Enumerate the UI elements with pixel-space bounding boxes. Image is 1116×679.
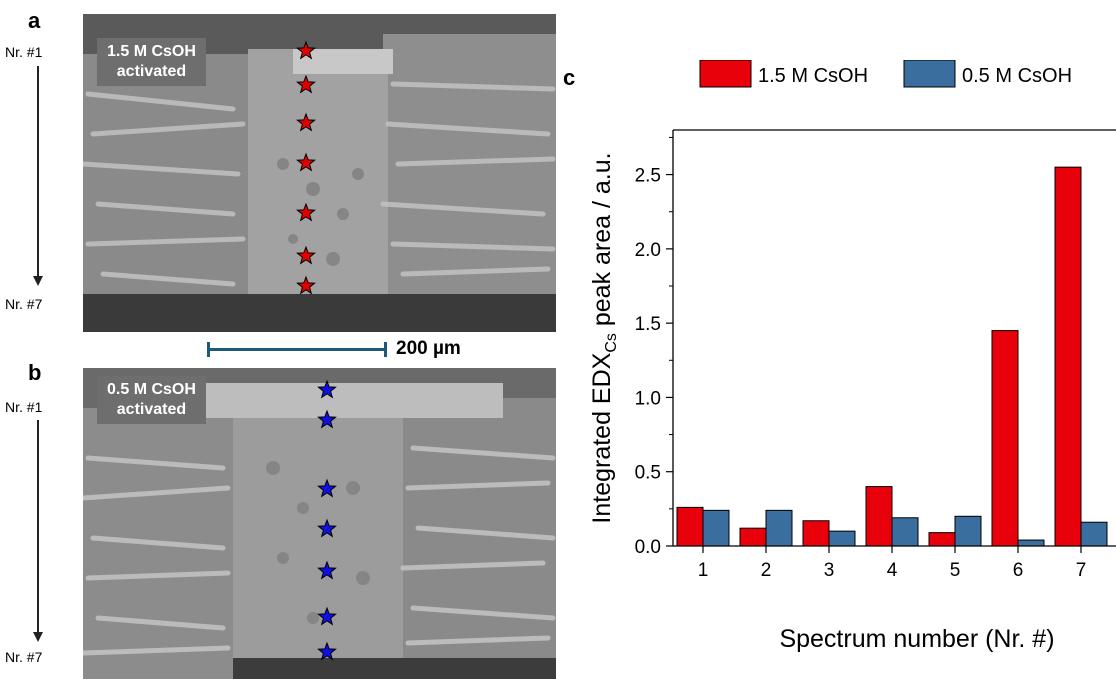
star-marker-a-2 xyxy=(296,74,316,94)
panel-b-nr-top: Nr. #1 xyxy=(5,399,43,415)
sem-image-b: 0.5 M CsOH activated xyxy=(83,368,556,679)
bar-s2-2 xyxy=(765,509,793,547)
scale-bar-label: 200 µm xyxy=(396,338,461,359)
y-tick-label-2.0: 2.0 xyxy=(635,240,661,261)
x-tick-label-7: 7 xyxy=(1076,560,1087,581)
star-marker-b-1 xyxy=(317,379,337,399)
sem-label-b: 0.5 M CsOH activated xyxy=(97,376,206,424)
star-marker-a-3 xyxy=(296,112,316,132)
panel-b-letter: b xyxy=(28,360,42,385)
scale-bar xyxy=(207,342,387,357)
x-tick-label-2: 2 xyxy=(761,560,772,581)
legend-swatch-2 xyxy=(903,60,956,88)
star-marker-a-4 xyxy=(296,152,316,172)
star-marker-b-7 xyxy=(317,641,337,661)
panel-b-arrow xyxy=(37,420,39,632)
sem-label-a-line1: 1.5 M CsOH xyxy=(107,43,196,60)
x-tick-label-4: 4 xyxy=(887,560,898,581)
panel-a-arrow-head xyxy=(33,276,43,286)
bar-s2-7 xyxy=(1080,521,1108,547)
star-marker-b-4 xyxy=(317,518,337,538)
y-tick-label-2.5: 2.5 xyxy=(635,166,661,187)
panel-a-nr-bottom: Nr. #7 xyxy=(5,296,43,312)
sem-label-a-line2: activated xyxy=(116,63,187,80)
bar-s1-2 xyxy=(739,527,767,547)
legend-label-1: 1.5 M CsOH xyxy=(758,65,868,87)
x-tick-label-1: 1 xyxy=(698,560,709,581)
y-axis-label: Integrated EDXCs peak area / a.u. xyxy=(588,152,620,523)
star-marker-b-5 xyxy=(317,560,337,580)
x-tick-label-3: 3 xyxy=(824,560,835,581)
bar-s1-3 xyxy=(802,520,830,547)
bar-s1-4 xyxy=(865,486,893,547)
bar-s1-7 xyxy=(1054,166,1082,547)
star-markers-a xyxy=(296,40,316,295)
sem-label-a: 1.5 M CsOH activated xyxy=(97,38,206,86)
x-tick-label-6: 6 xyxy=(1013,560,1024,581)
scale-bar-cap-right xyxy=(384,342,387,357)
bar-s2-6 xyxy=(1017,539,1045,547)
legend-swatch-1 xyxy=(699,60,752,88)
bar-s2-1 xyxy=(702,509,730,547)
bar-s1-6 xyxy=(991,330,1019,547)
sem-label-b-line1: 0.5 M CsOH xyxy=(107,381,196,398)
bar-s2-3 xyxy=(828,530,856,547)
bar-s1-1 xyxy=(676,506,704,547)
panel-b-arrow-head xyxy=(33,632,43,642)
y-tick-label-1.0: 1.0 xyxy=(635,388,661,409)
panel-a-arrow xyxy=(37,66,39,276)
sem-texture-a xyxy=(83,14,556,332)
bar-chart: c 1.5 M CsOH 0.5 M CsOH 1 2 3 4 5 6 7 0.0 0.5 1.0 1.5… xyxy=(563,60,1116,653)
star-marker-a-1 xyxy=(296,40,316,60)
sem-label-b-line2: activated xyxy=(116,401,187,418)
panel-b-nr-bottom: Nr. #7 xyxy=(5,649,43,665)
y-tick-label-0.5: 0.5 xyxy=(635,463,661,484)
y-tick-label-0.0: 0.0 xyxy=(635,537,661,558)
bar-s1-5 xyxy=(928,532,956,547)
x-axis-label: Spectrum number (Nr. #) xyxy=(779,625,1054,653)
scale-bar-cap-left xyxy=(207,342,210,357)
star-marker-a-5 xyxy=(296,202,316,222)
star-marker-b-3 xyxy=(317,478,337,498)
panel-c-letter: c xyxy=(563,65,575,90)
star-markers-b xyxy=(317,379,337,661)
star-marker-a-6 xyxy=(296,245,316,265)
scale-bar-line xyxy=(207,348,387,351)
bar-s2-5 xyxy=(954,515,982,547)
panel-a-nr-top: Nr. #1 xyxy=(5,44,43,60)
y-tick-label-1.5: 1.5 xyxy=(635,314,661,335)
panel-a-letter: a xyxy=(28,8,41,33)
x-tick-label-5: 5 xyxy=(950,560,961,581)
legend-label-2: 0.5 M CsOH xyxy=(962,65,1072,87)
star-marker-b-2 xyxy=(317,409,337,429)
bar-s2-4 xyxy=(891,517,919,547)
star-marker-a-7 xyxy=(296,275,316,295)
sem-image-a: 1.5 M CsOH activated xyxy=(83,14,556,332)
star-marker-b-6 xyxy=(317,606,337,626)
